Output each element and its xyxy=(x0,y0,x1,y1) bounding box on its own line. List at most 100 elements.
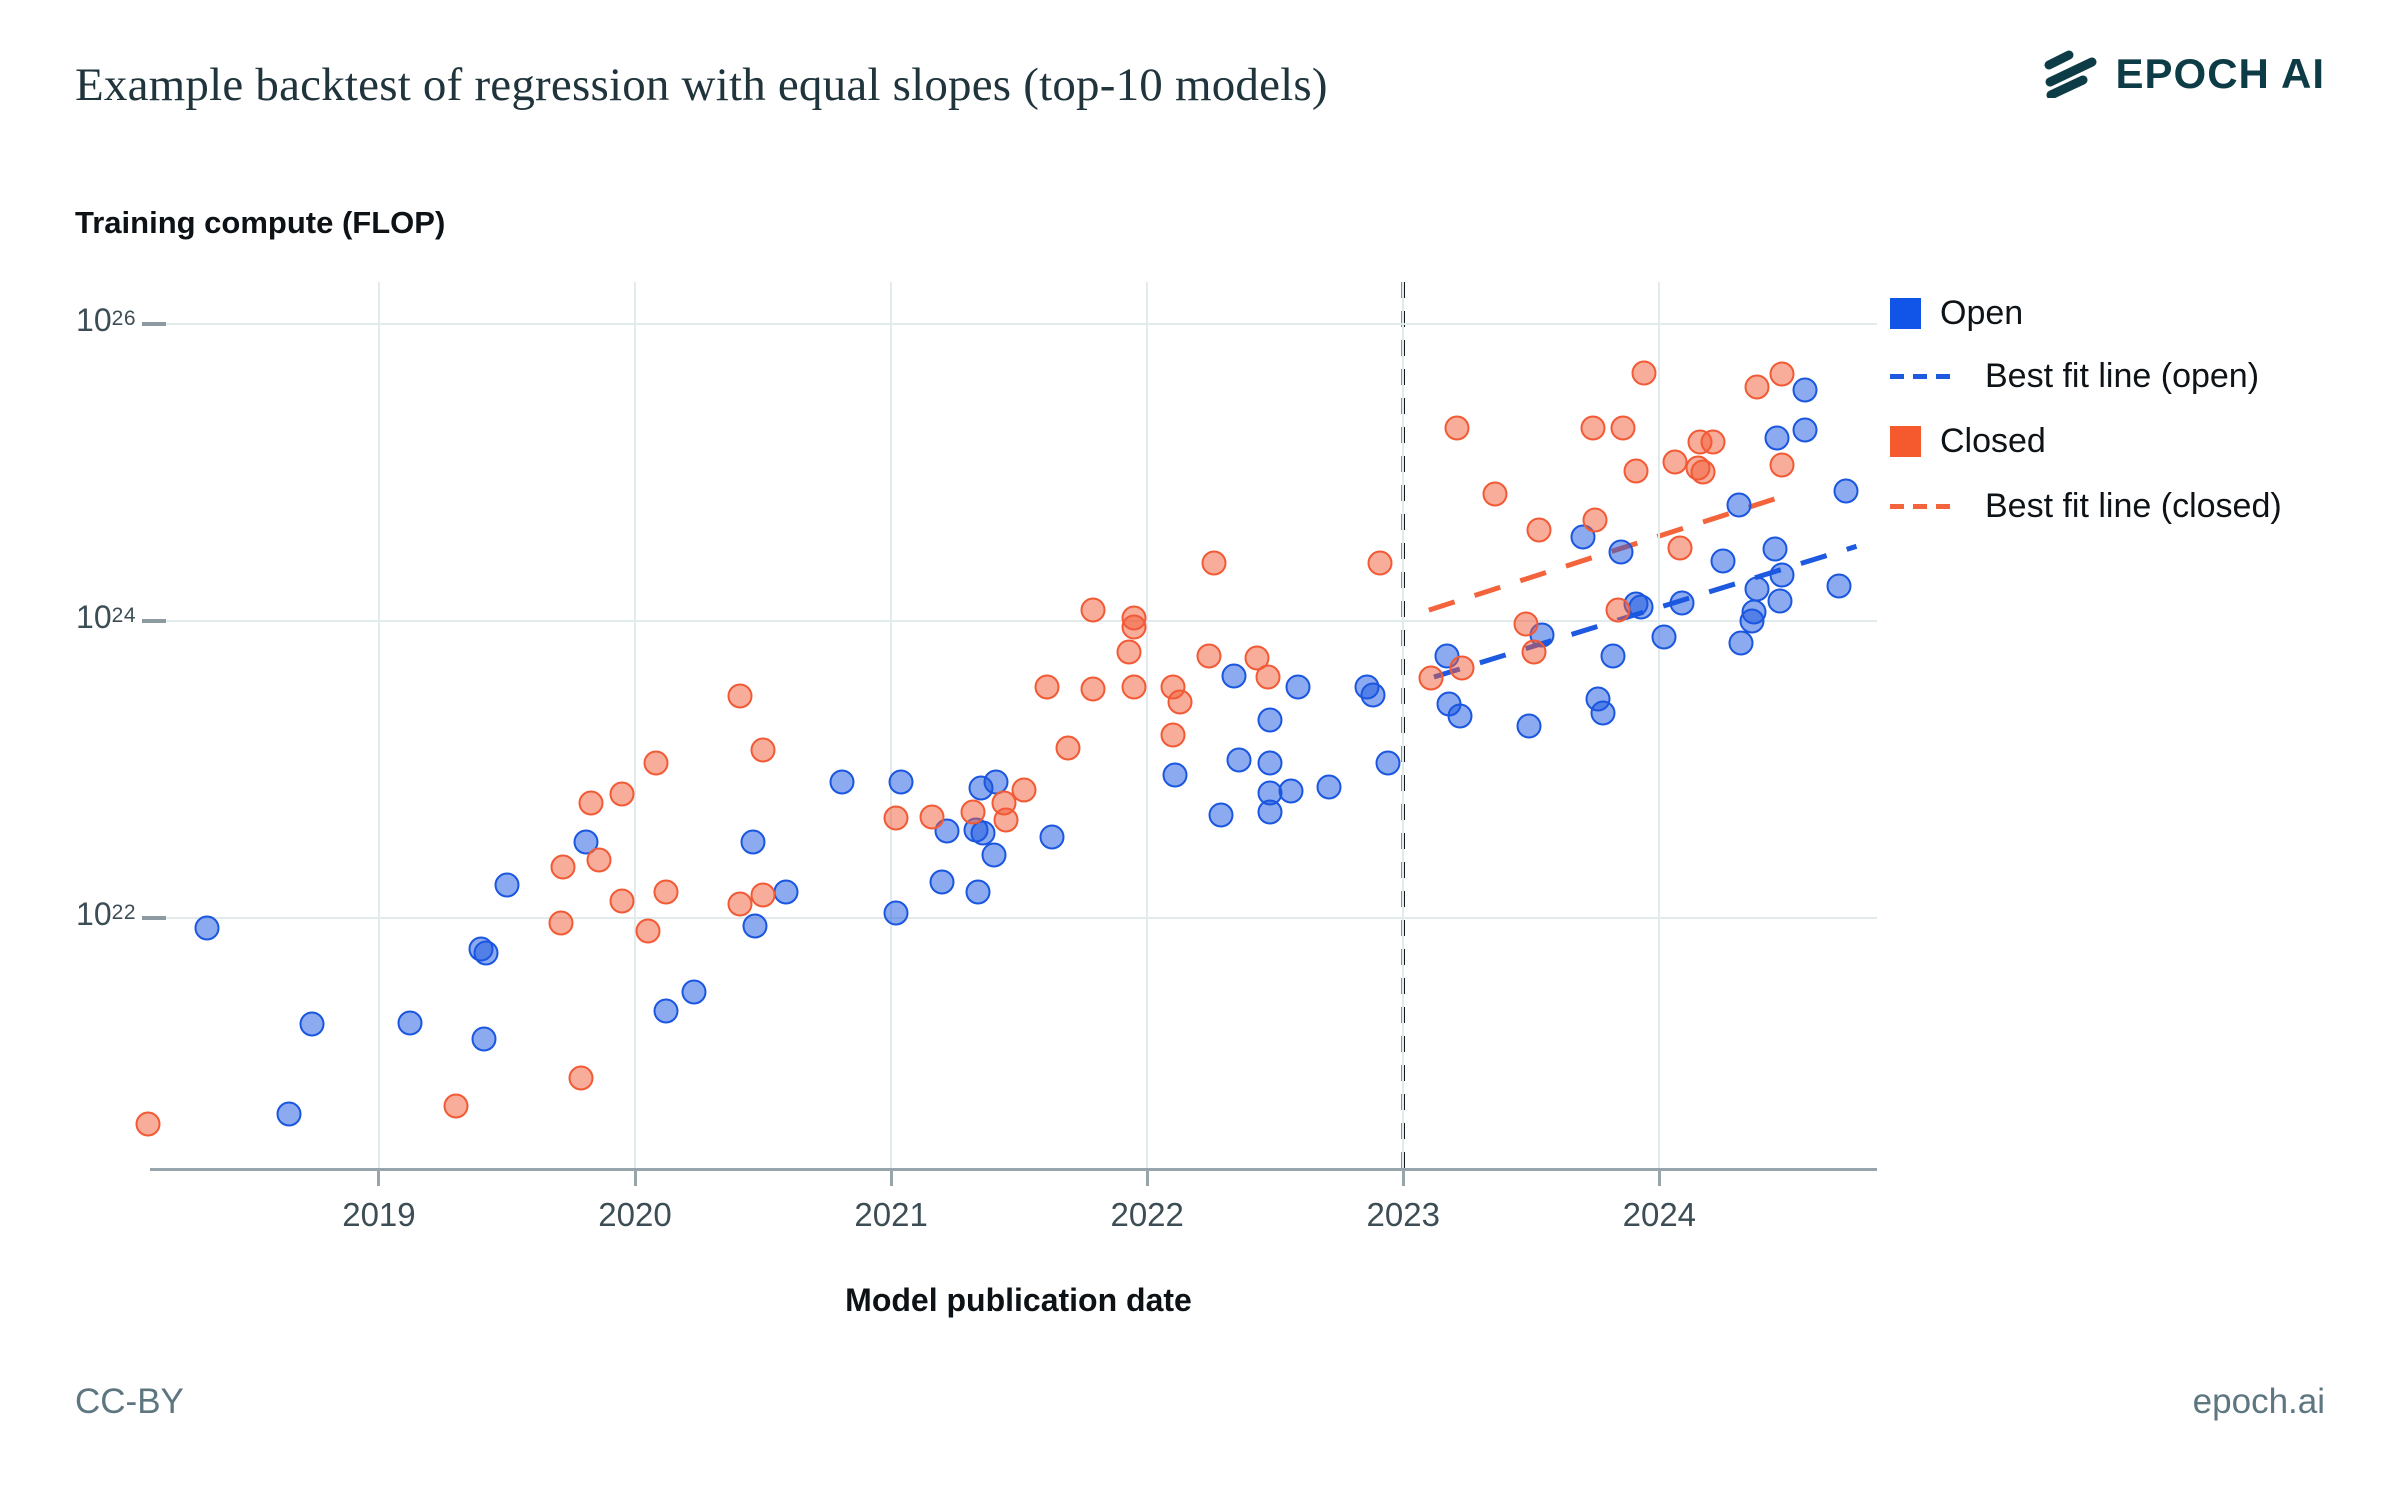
data-point-open xyxy=(883,900,909,926)
data-point-open xyxy=(473,940,499,966)
x-axis-baseline xyxy=(150,1168,1877,1171)
data-point-closed xyxy=(135,1111,161,1137)
data-point-open xyxy=(1600,643,1626,669)
data-point-closed xyxy=(919,804,945,830)
x-axis-tick xyxy=(377,1170,381,1186)
data-point-open xyxy=(1608,539,1634,565)
data-point-closed xyxy=(1744,374,1770,400)
data-point-closed xyxy=(1080,597,1106,623)
gridline-vertical xyxy=(1658,282,1661,1170)
y-axis-title: Training compute (FLOP) xyxy=(75,205,446,240)
data-point-open xyxy=(934,818,960,844)
data-point-open xyxy=(1762,536,1788,562)
best-fit-line-closed xyxy=(1428,494,1781,613)
data-point-closed xyxy=(1011,777,1037,803)
data-point-closed xyxy=(1662,449,1688,475)
data-point-closed xyxy=(1367,550,1393,576)
data-point-open xyxy=(1741,599,1767,625)
data-point-open xyxy=(929,869,955,895)
gridline-horizontal xyxy=(164,619,1877,622)
legend-item-best-fit-line-open: Best fit line (open) xyxy=(1890,357,2259,396)
data-point-closed xyxy=(586,847,612,873)
data-point-closed xyxy=(1444,415,1470,441)
data-point-closed xyxy=(1521,639,1547,665)
data-point-open xyxy=(1728,630,1754,656)
data-point-closed xyxy=(1418,665,1444,691)
y-axis-tick xyxy=(142,321,166,326)
legend-item-open: Open xyxy=(1890,294,2023,333)
data-point-closed xyxy=(609,781,635,807)
data-point-open xyxy=(1278,778,1304,804)
data-point-open xyxy=(1669,590,1695,616)
data-point-closed xyxy=(1449,655,1475,681)
data-point-open xyxy=(1316,774,1342,800)
data-point-closed xyxy=(960,799,986,825)
epoch-ai-logo: EPOCH AI xyxy=(2042,44,2325,103)
data-point-open xyxy=(740,829,766,855)
data-point-closed xyxy=(1034,674,1060,700)
data-point-open xyxy=(1516,713,1542,739)
y-axis-tick-label: 1022 xyxy=(76,895,136,932)
data-point-open xyxy=(965,879,991,905)
data-point-closed xyxy=(550,854,576,880)
data-point-open xyxy=(1590,700,1616,726)
data-point-closed xyxy=(1513,611,1539,637)
x-axis-tick-label: 2020 xyxy=(598,1196,672,1233)
epoch-ai-link[interactable]: epoch.ai xyxy=(2192,1382,2325,1421)
data-point-closed xyxy=(1769,452,1795,478)
data-point-closed xyxy=(993,807,1019,833)
data-point-open xyxy=(397,1010,423,1036)
data-point-open xyxy=(1208,802,1234,828)
gridline-vertical xyxy=(1402,282,1405,1170)
data-point-open xyxy=(829,769,855,795)
x-axis-tick-label: 2021 xyxy=(854,1196,928,1233)
data-point-open xyxy=(773,879,799,905)
data-point-closed xyxy=(727,891,753,917)
legend-dashed-line-icon xyxy=(1890,504,1958,509)
data-point-open xyxy=(1360,682,1386,708)
y-axis-tick-label: 1024 xyxy=(76,598,136,635)
data-point-closed xyxy=(443,1093,469,1119)
data-point-open xyxy=(1767,588,1793,614)
gridline-horizontal xyxy=(164,916,1877,919)
epoch-logo-text: EPOCH AI xyxy=(2115,49,2325,97)
data-point-closed xyxy=(578,790,604,816)
data-point-open xyxy=(299,1011,325,1037)
data-point-open xyxy=(1375,750,1401,776)
data-point-open xyxy=(1764,425,1790,451)
legend-dashed-line-icon xyxy=(1890,374,1958,379)
y-axis-tick xyxy=(142,915,166,920)
data-point-open xyxy=(494,872,520,898)
data-point-closed xyxy=(609,888,635,914)
legend-swatch-icon xyxy=(1890,426,1921,457)
data-point-open xyxy=(1221,663,1247,688)
data-point-open xyxy=(276,1101,302,1127)
data-point-closed xyxy=(750,737,776,763)
legend-label: Open xyxy=(1940,294,2024,332)
data-point-closed xyxy=(1526,517,1552,543)
x-axis-tick xyxy=(1145,1170,1149,1186)
data-point-open xyxy=(1447,703,1473,729)
x-axis-tick-label: 2023 xyxy=(1366,1196,1440,1233)
data-point-open xyxy=(742,913,768,939)
y-axis-tick-label: 1026 xyxy=(76,301,136,338)
data-point-closed xyxy=(1580,415,1606,441)
data-point-closed xyxy=(643,750,668,776)
data-point-closed xyxy=(1667,535,1693,561)
data-point-open xyxy=(1744,576,1770,602)
gridline-vertical xyxy=(890,282,893,1170)
epoch-logo-icon xyxy=(2042,44,2100,103)
data-point-closed xyxy=(1605,597,1631,623)
gridline-vertical xyxy=(634,282,637,1170)
legend-item-best-fit-line-closed: Best fit line (closed) xyxy=(1890,487,2282,526)
data-point-open xyxy=(1257,707,1283,733)
x-axis-tick-label: 2022 xyxy=(1110,1196,1184,1233)
legend-label: Closed xyxy=(1940,422,2046,460)
data-point-closed xyxy=(1196,643,1222,669)
chart-title: Example backtest of regression with equa… xyxy=(75,59,1328,111)
data-point-closed xyxy=(568,1065,594,1091)
data-point-closed xyxy=(1160,722,1186,748)
data-point-closed xyxy=(1201,550,1227,576)
